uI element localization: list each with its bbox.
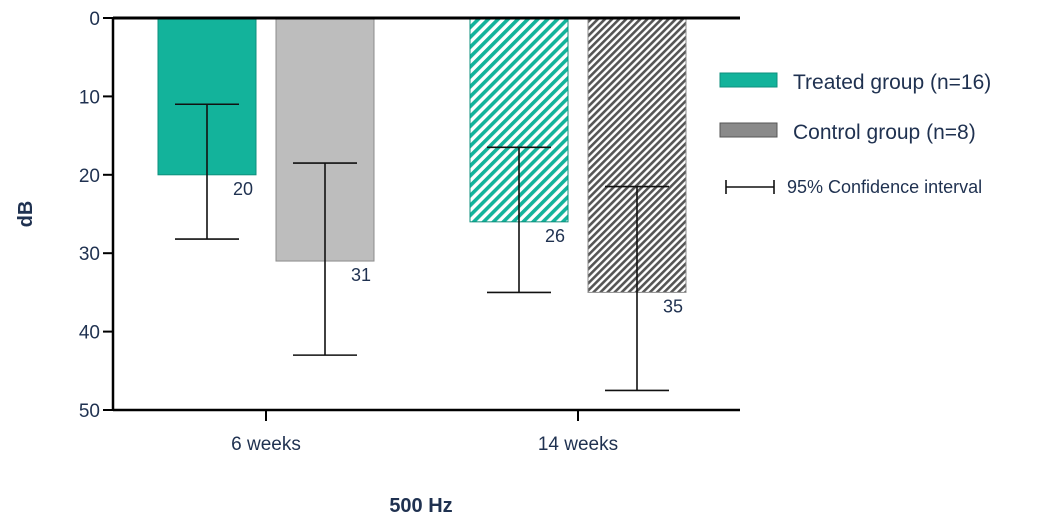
errorbars-layer <box>175 103 669 392</box>
x-tick-label: 14 weeks <box>538 434 618 455</box>
y-tick-label: 20 <box>79 166 100 187</box>
x-axis-title: 500 Hz <box>389 495 452 517</box>
y-axis-title: dB <box>15 201 37 228</box>
value-label: 20 <box>233 179 253 199</box>
x-tick-label: 6 weeks <box>231 434 301 455</box>
legend: Treated group (n=16) Control group (n=8) 9… <box>719 71 991 197</box>
axes-layer <box>103 16 740 421</box>
legend-label: Control group (n=8) <box>793 121 976 144</box>
y-tick-label: 30 <box>79 244 100 265</box>
value-label: 31 <box>351 265 371 285</box>
value-label: 26 <box>545 226 565 246</box>
bars-layer <box>157 17 687 293</box>
y-tick-label: 40 <box>79 323 100 344</box>
legend-label: Treated group (n=16) <box>793 71 991 94</box>
labels-layer: 20 31 26 35 0 10 20 30 40 50 6 weeks 14 weeks <box>79 9 683 455</box>
legend-ci-label: 95% Confidence interval <box>787 177 982 197</box>
y-tick-label: 50 <box>79 401 100 422</box>
y-tick-label: 0 <box>89 9 100 30</box>
legend-swatch <box>719 72 778 88</box>
value-label: 35 <box>663 296 683 316</box>
legend-swatch <box>719 122 778 138</box>
y-tick-label: 10 <box>79 87 100 108</box>
